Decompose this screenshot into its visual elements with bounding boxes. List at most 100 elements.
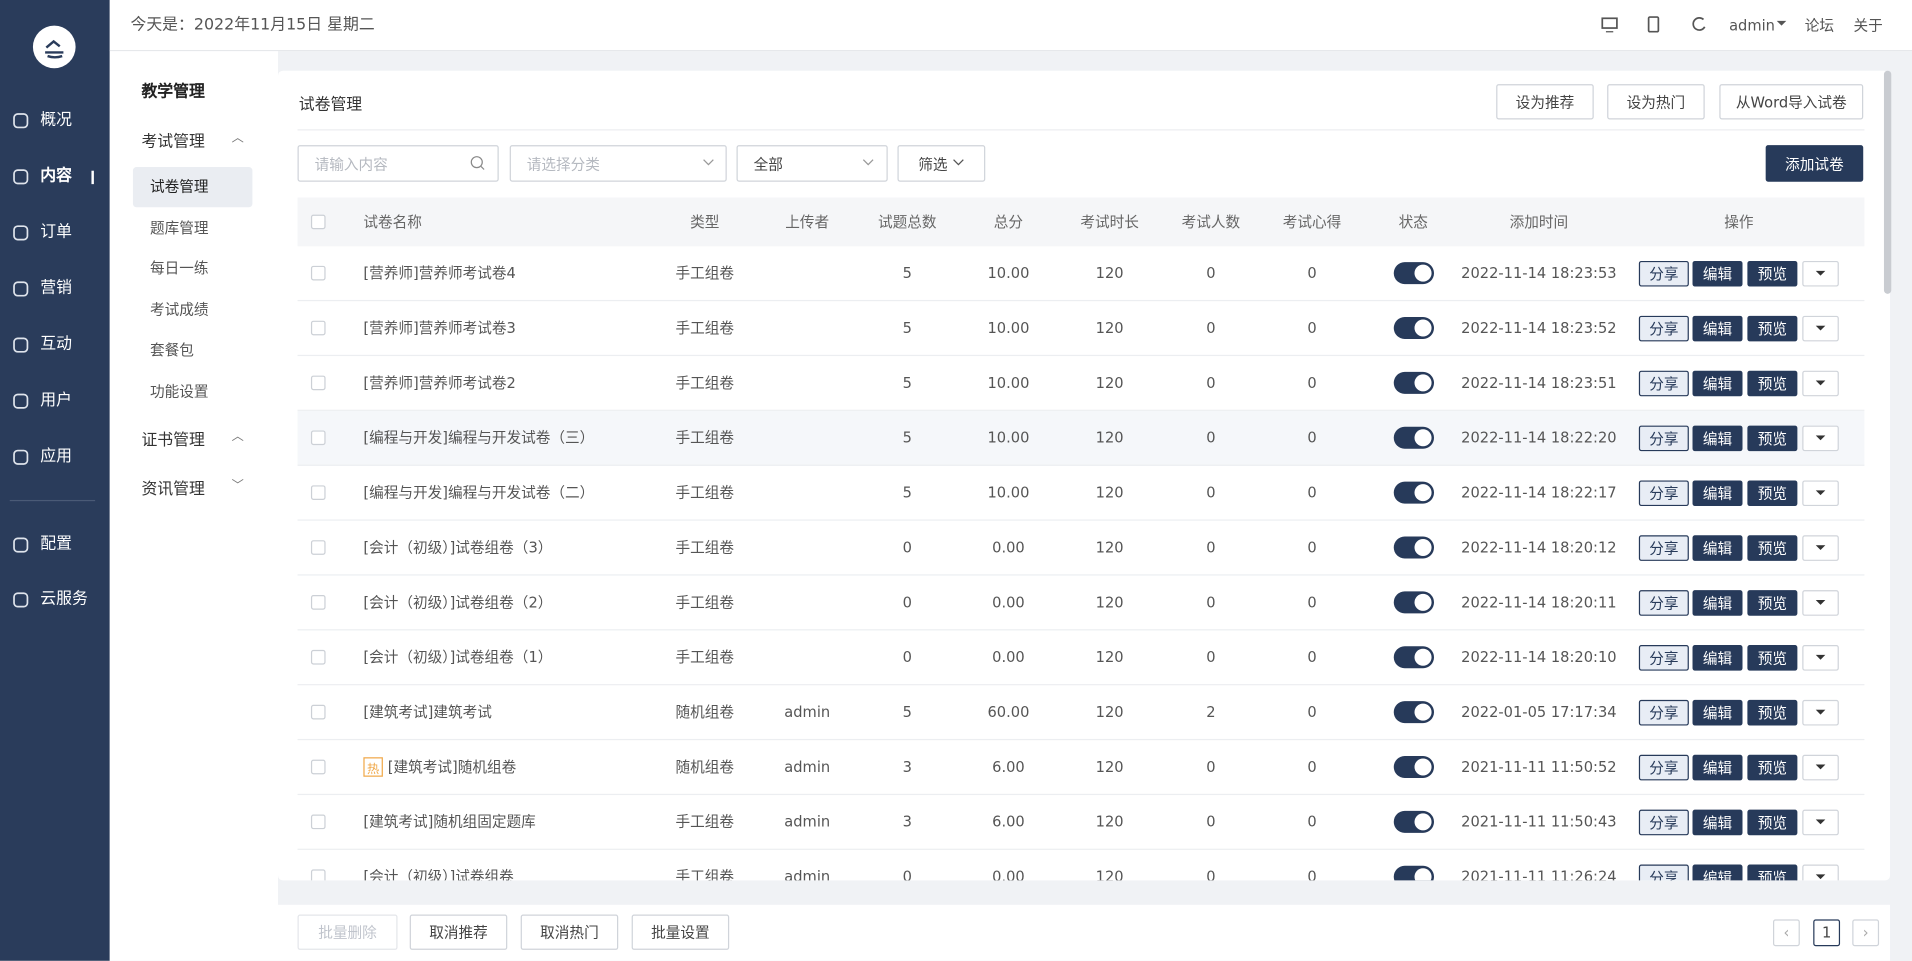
next-page[interactable]: ›: [1852, 919, 1880, 947]
status-toggle[interactable]: [1393, 481, 1435, 504]
row-action[interactable]: 分享: [1638, 754, 1689, 781]
exam-name[interactable]: [会计（初级）]试卷组卷: [363, 868, 514, 881]
row-action[interactable]: 编辑: [1692, 315, 1743, 342]
nav-item[interactable]: 云服务: [40, 590, 88, 609]
row-action[interactable]: 分享: [1638, 590, 1689, 616]
exam-name[interactable]: [编程与开发]编程与开发试卷（三）: [363, 429, 595, 447]
status-toggle[interactable]: [1393, 591, 1435, 614]
row-action[interactable]: 分享: [1638, 809, 1689, 836]
status-toggle[interactable]: [1393, 865, 1435, 881]
row-more[interactable]: [1802, 590, 1839, 616]
batch-settings[interactable]: 批量设置: [631, 914, 730, 950]
row-action[interactable]: 编辑: [1692, 809, 1743, 836]
cancel-recommend[interactable]: 取消推荐: [409, 914, 508, 950]
row-action[interactable]: 分享: [1638, 535, 1689, 561]
exam-name[interactable]: [会计（初级）]试卷组卷（2）: [363, 593, 553, 611]
exam-name[interactable]: [会计（初级）]试卷组卷（3）: [363, 538, 553, 557]
import-button[interactable]: 从Word导入试卷: [1719, 84, 1864, 120]
row-action[interactable]: 编辑: [1692, 370, 1743, 397]
row-more[interactable]: [1802, 370, 1839, 397]
exam-name[interactable]: [编程与开发]编程与开发试卷（二）: [363, 484, 595, 502]
prev-page[interactable]: ‹: [1772, 919, 1800, 947]
status-toggle[interactable]: [1393, 426, 1435, 449]
status-toggle[interactable]: [1393, 646, 1435, 669]
device-icons[interactable]: [1601, 16, 1723, 36]
nav-item[interactable]: 配置: [40, 535, 72, 554]
row-action[interactable]: 分享: [1638, 480, 1689, 507]
filter-button[interactable]: 筛选: [897, 145, 986, 182]
row-action[interactable]: 分享: [1638, 864, 1689, 881]
row-action[interactable]: 分享: [1638, 699, 1689, 726]
exam-name[interactable]: [建筑考试]建筑考试: [363, 703, 492, 721]
checkbox[interactable]: [310, 430, 326, 446]
subnav-item[interactable]: 每日一练: [149, 259, 209, 278]
row-more[interactable]: [1802, 425, 1839, 452]
row-more[interactable]: [1802, 260, 1839, 287]
subnav-group[interactable]: 资讯管理: [141, 480, 205, 499]
checkbox[interactable]: [310, 704, 326, 720]
checkbox[interactable]: [310, 540, 326, 555]
checkbox[interactable]: [310, 869, 326, 881]
row-action[interactable]: 预览: [1747, 809, 1798, 836]
row-action[interactable]: 预览: [1747, 754, 1798, 781]
exam-name[interactable]: [营养师]营养师考试卷3: [363, 319, 516, 337]
nav-item[interactable]: 用户: [40, 391, 72, 410]
checkbox[interactable]: [310, 375, 326, 391]
nav-item[interactable]: 内容: [40, 167, 72, 186]
subnav-item[interactable]: 功能设置: [149, 382, 209, 400]
status-toggle[interactable]: [1393, 810, 1435, 833]
nav-item[interactable]: 订单: [40, 223, 72, 242]
status-toggle[interactable]: [1393, 536, 1435, 559]
checkbox[interactable]: [310, 759, 326, 775]
row-action[interactable]: 编辑: [1692, 535, 1743, 561]
checkbox[interactable]: [310, 814, 326, 830]
add-button[interactable]: 添加试卷: [1765, 145, 1864, 182]
checkbox[interactable]: [310, 485, 326, 500]
row-action[interactable]: 预览: [1747, 535, 1798, 561]
checkbox[interactable]: [310, 214, 326, 230]
row-action[interactable]: 预览: [1747, 645, 1798, 671]
status-toggle[interactable]: [1393, 756, 1435, 778]
hot-button[interactable]: 设为热门: [1607, 84, 1705, 120]
page-number[interactable]: 1: [1813, 919, 1841, 947]
row-action[interactable]: 预览: [1747, 590, 1798, 616]
checkbox[interactable]: [310, 320, 326, 336]
row-action[interactable]: 编辑: [1692, 590, 1743, 616]
nav-item[interactable]: 应用: [40, 447, 72, 466]
exam-name[interactable]: [会计（初级）]试卷组卷（1）: [363, 648, 553, 666]
row-more[interactable]: [1802, 535, 1839, 561]
subnav-item[interactable]: 套餐包: [149, 341, 194, 359]
row-action[interactable]: 编辑: [1692, 754, 1743, 781]
checkbox[interactable]: [310, 595, 326, 610]
row-more[interactable]: [1802, 699, 1839, 726]
row-action[interactable]: 编辑: [1692, 480, 1743, 507]
status-select[interactable]: 全部: [736, 145, 888, 182]
row-action[interactable]: 分享: [1638, 645, 1689, 671]
row-action[interactable]: 预览: [1747, 370, 1798, 397]
row-more[interactable]: [1802, 645, 1839, 671]
row-action[interactable]: 预览: [1747, 315, 1798, 342]
row-action[interactable]: 预览: [1747, 480, 1798, 507]
status-toggle[interactable]: [1393, 262, 1435, 285]
row-action[interactable]: 分享: [1638, 425, 1689, 452]
recommend-button[interactable]: 设为推荐: [1496, 84, 1594, 120]
row-action[interactable]: 分享: [1638, 370, 1689, 397]
search-input[interactable]: 请输入内容: [297, 145, 499, 182]
row-action[interactable]: 预览: [1747, 260, 1798, 287]
checkbox[interactable]: [310, 265, 326, 281]
row-more[interactable]: [1802, 809, 1839, 836]
forum-link[interactable]: 论坛: [1804, 17, 1834, 35]
exam-name[interactable]: [建筑考试]随机组卷: [387, 758, 517, 776]
row-action[interactable]: 编辑: [1692, 645, 1743, 671]
row-action[interactable]: 分享: [1638, 315, 1689, 342]
exam-name[interactable]: [营养师]营养师考试卷2: [363, 374, 516, 392]
row-more[interactable]: [1802, 315, 1839, 342]
exam-name[interactable]: [营养师]营养师考试卷4: [363, 264, 516, 282]
row-action[interactable]: 分享: [1638, 260, 1689, 287]
scrollbar[interactable]: [1883, 70, 1892, 294]
subnav-group[interactable]: 考试管理: [141, 132, 205, 152]
row-action[interactable]: 编辑: [1692, 425, 1743, 452]
row-action[interactable]: 预览: [1747, 699, 1798, 726]
row-action[interactable]: 编辑: [1692, 260, 1743, 287]
nav-item[interactable]: 概况: [40, 110, 72, 130]
